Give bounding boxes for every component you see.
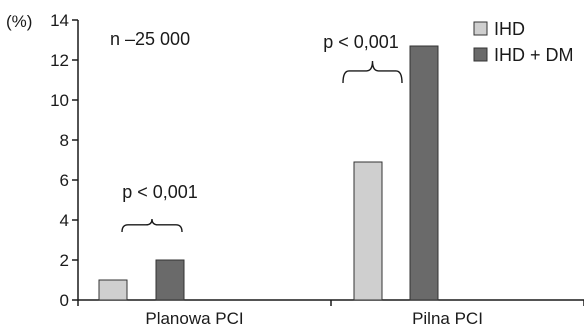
bar-ihd-dm — [409, 45, 439, 301]
y-tick-label: 4 — [60, 211, 69, 230]
significance-brace — [121, 218, 183, 233]
bar-ihd — [353, 161, 383, 301]
y-tick-label: 12 — [50, 51, 69, 70]
p-value-label: p < 0,001 — [122, 182, 198, 202]
category-label: Pilna PCI — [412, 309, 483, 328]
y-tick-label: 2 — [60, 251, 69, 270]
legend-label: IHD — [494, 19, 525, 39]
y-tick-label: 8 — [60, 131, 69, 150]
y-tick-label: 0 — [60, 291, 69, 310]
p-value-annotations: p < 0,001 p < 0,001 — [121, 32, 403, 233]
bar-ihd-dm — [155, 259, 185, 301]
legend: IHD IHD + DM — [473, 19, 574, 65]
legend-swatch — [473, 21, 488, 36]
legend-label: IHD + DM — [494, 45, 574, 65]
y-tick-label: 14 — [50, 11, 69, 30]
y-tick-label: 6 — [60, 171, 69, 190]
y-tick-label: 10 — [50, 91, 69, 110]
sample-size-annotation: n –25 000 — [110, 29, 190, 49]
category-label: Planowa PCI — [145, 309, 243, 328]
significance-brace — [342, 60, 403, 84]
legend-swatch — [473, 47, 488, 62]
bar-ihd — [98, 279, 128, 301]
category-labels: Planowa PCI Pilna PCI — [145, 309, 483, 328]
y-ticks: 0 2 4 6 8 10 12 14 — [50, 11, 78, 310]
bars — [98, 45, 439, 301]
y-unit-label: (%) — [6, 12, 32, 31]
p-value-label: p < 0,001 — [323, 32, 399, 52]
